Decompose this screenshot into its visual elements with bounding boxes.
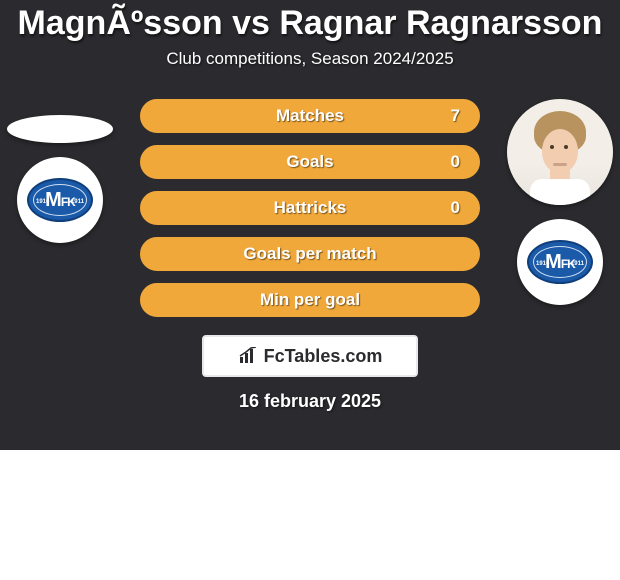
club-badge-right: 1916 MFK 1911 — [517, 219, 603, 305]
stat-row-min-per-goal: Min per goal — [140, 283, 480, 317]
stat-value: 7 — [451, 106, 460, 126]
bar-chart-icon — [238, 347, 260, 365]
brand-text: FcTables.com — [264, 346, 383, 367]
stat-label: Goals — [286, 152, 333, 172]
stat-label: Min per goal — [260, 290, 360, 310]
subtitle: Club competitions, Season 2024/2025 — [0, 49, 620, 69]
player-face-icon — [520, 107, 600, 197]
club-crest-left: 1916 MFK 1911 — [27, 178, 93, 222]
club-year-left-b: 1911 — [71, 199, 84, 205]
player-photo-left — [7, 115, 113, 143]
club-crest-right: 1916 MFK 1911 — [527, 240, 593, 284]
player-photo-right — [507, 99, 613, 205]
snapshot-date: 16 february 2025 — [0, 391, 620, 412]
brand-box[interactable]: FcTables.com — [202, 335, 418, 377]
stats-list: Matches 7 Goals 0 Hattricks 0 Goals per … — [140, 99, 480, 317]
stat-value: 0 — [451, 198, 460, 218]
stat-row-hattricks: Hattricks 0 — [140, 191, 480, 225]
page-title: MagnÃºsson vs Ragnar Ragnarsson — [0, 0, 620, 43]
stat-label: Matches — [276, 106, 344, 126]
comparison-card: MagnÃºsson vs Ragnar Ragnarsson Club com… — [0, 0, 620, 450]
stat-row-goals-per-match: Goals per match — [140, 237, 480, 271]
stat-value: 0 — [451, 152, 460, 172]
body: 1916 MFK 1911 1916 — [0, 99, 620, 412]
club-year-right-b: 1911 — [571, 261, 584, 267]
club-badge-left: 1916 MFK 1911 — [17, 157, 103, 243]
stat-label: Hattricks — [274, 198, 347, 218]
left-player-column: 1916 MFK 1911 — [0, 99, 120, 243]
stat-row-goals: Goals 0 — [140, 145, 480, 179]
stat-row-matches: Matches 7 — [140, 99, 480, 133]
stat-label: Goals per match — [243, 244, 376, 264]
right-player-column: 1916 MFK 1911 — [500, 99, 620, 305]
